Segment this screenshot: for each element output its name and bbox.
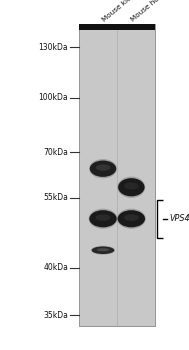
Ellipse shape	[97, 248, 109, 251]
Ellipse shape	[124, 182, 139, 189]
Ellipse shape	[117, 209, 146, 229]
Ellipse shape	[89, 210, 117, 227]
Text: 130kDa: 130kDa	[38, 43, 68, 52]
Ellipse shape	[91, 246, 115, 255]
Ellipse shape	[96, 164, 110, 171]
Text: Mouse heart: Mouse heart	[129, 0, 168, 23]
Ellipse shape	[124, 214, 139, 221]
Bar	[79, 25, 155, 30]
Ellipse shape	[95, 214, 111, 221]
Text: 40kDa: 40kDa	[43, 263, 68, 272]
Ellipse shape	[118, 178, 145, 196]
Text: VPS4B: VPS4B	[169, 214, 189, 223]
Ellipse shape	[118, 210, 145, 227]
Ellipse shape	[117, 176, 145, 198]
Text: 35kDa: 35kDa	[43, 310, 68, 320]
Ellipse shape	[89, 209, 117, 229]
Ellipse shape	[90, 161, 116, 177]
Text: 70kDa: 70kDa	[43, 148, 68, 157]
Ellipse shape	[92, 246, 114, 254]
Text: 55kDa: 55kDa	[43, 193, 68, 202]
Ellipse shape	[89, 159, 117, 178]
Text: 100kDa: 100kDa	[38, 93, 68, 103]
Text: Mouse kidney: Mouse kidney	[101, 0, 143, 23]
Bar	[79, 25, 155, 326]
